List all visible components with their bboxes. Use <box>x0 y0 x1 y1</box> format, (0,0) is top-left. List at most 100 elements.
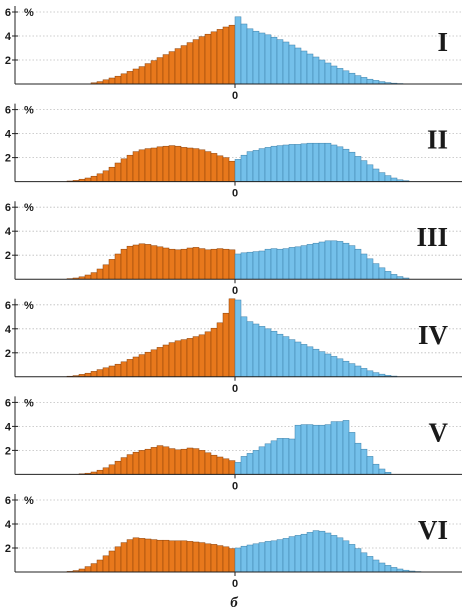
bar-left <box>114 75 122 85</box>
bar-left <box>204 151 212 182</box>
bar-right <box>360 253 368 280</box>
bar-right <box>354 156 362 182</box>
bar-right <box>384 271 392 280</box>
bar-right <box>366 370 374 378</box>
bar-right <box>276 438 284 475</box>
bar-right <box>384 565 392 573</box>
bar-right <box>258 250 266 280</box>
bar-right <box>240 252 248 280</box>
bar-right <box>270 440 278 475</box>
bar-left <box>138 149 146 182</box>
bar-left <box>126 454 134 475</box>
y-tick-label: 4 <box>5 421 12 433</box>
bar-right <box>390 177 398 182</box>
bar-right <box>282 336 290 378</box>
bar-left <box>156 146 164 182</box>
bar-right <box>306 244 314 280</box>
bar-left <box>120 248 128 280</box>
y-tick-label: 2 <box>5 153 11 165</box>
bar-right <box>240 545 248 573</box>
bar-right <box>264 147 272 182</box>
bar-right <box>336 421 344 475</box>
bar-right <box>312 142 320 182</box>
panel-title: IV <box>418 320 449 350</box>
bar-right <box>324 240 332 280</box>
bar-right <box>366 556 374 573</box>
bar-right <box>294 424 302 475</box>
bar-right <box>258 32 266 85</box>
bar-left <box>222 546 230 573</box>
bar-left <box>216 155 224 182</box>
bar-left <box>90 371 98 378</box>
bar-right <box>366 164 374 182</box>
bar-right <box>252 450 260 475</box>
bar-left <box>102 555 110 573</box>
panel-title: III <box>416 222 448 252</box>
y-tick-label: 4 <box>5 129 12 141</box>
zero-label: 0 <box>232 578 238 590</box>
bar-right <box>258 542 266 573</box>
bar-left <box>90 563 98 573</box>
bar-right <box>276 39 284 85</box>
bar-left <box>210 31 218 85</box>
bar-right <box>282 538 290 573</box>
panel-title: VI <box>418 515 448 545</box>
bar-right <box>306 53 314 85</box>
bar-left <box>222 458 230 475</box>
bar-right <box>324 62 332 85</box>
bar-right <box>252 323 260 378</box>
y-tick-label: 4 <box>5 324 12 336</box>
panel-title: II <box>427 125 448 155</box>
bar-right <box>234 16 242 85</box>
bar-left <box>132 68 140 85</box>
bar-right <box>306 142 314 182</box>
bar-right <box>318 142 326 182</box>
panel-title: V <box>429 417 449 447</box>
bar-right <box>378 562 386 573</box>
bar-left <box>84 566 92 573</box>
bar-right <box>270 248 278 280</box>
bar-left <box>198 248 206 280</box>
bar-left <box>162 539 170 573</box>
y-unit-label: % <box>24 495 34 507</box>
bar-right <box>336 68 344 85</box>
bar-right <box>372 463 380 475</box>
bar-left <box>138 66 146 85</box>
bar-left <box>228 160 236 182</box>
bar-left <box>156 445 164 475</box>
bar-right <box>336 146 344 182</box>
bar-right <box>384 175 392 182</box>
bar-right <box>252 251 260 280</box>
chart-panel: 2 4 6 % 0 V <box>5 396 462 492</box>
bar-left <box>156 347 164 378</box>
bar-left <box>216 29 224 85</box>
bar-left <box>96 469 104 475</box>
bar-right <box>234 547 242 573</box>
bar-left <box>156 57 164 85</box>
bar-left <box>96 268 104 280</box>
bar-left <box>108 259 116 280</box>
bar-right <box>360 552 368 573</box>
y-tick-label: 6 <box>5 105 11 117</box>
bar-right <box>234 253 242 280</box>
y-tick-label: 6 <box>5 300 11 312</box>
bar-left <box>228 548 236 573</box>
bar-right <box>282 438 290 475</box>
bar-right <box>246 251 254 280</box>
bar-right <box>336 358 344 378</box>
bar-left <box>150 60 158 85</box>
y-tick-label: 6 <box>5 495 11 507</box>
y-unit-label: % <box>24 300 34 312</box>
bar-left <box>180 45 188 85</box>
bar-left <box>210 544 218 573</box>
bar-left <box>132 151 140 182</box>
bar-right <box>246 453 254 475</box>
bar-right <box>258 148 266 182</box>
bar-right <box>318 351 326 378</box>
bar-right <box>270 145 278 182</box>
bar-left <box>144 448 152 475</box>
bar-right <box>288 247 296 280</box>
bar-left <box>192 148 200 182</box>
bar-left <box>222 157 230 182</box>
bar-left <box>186 541 194 573</box>
